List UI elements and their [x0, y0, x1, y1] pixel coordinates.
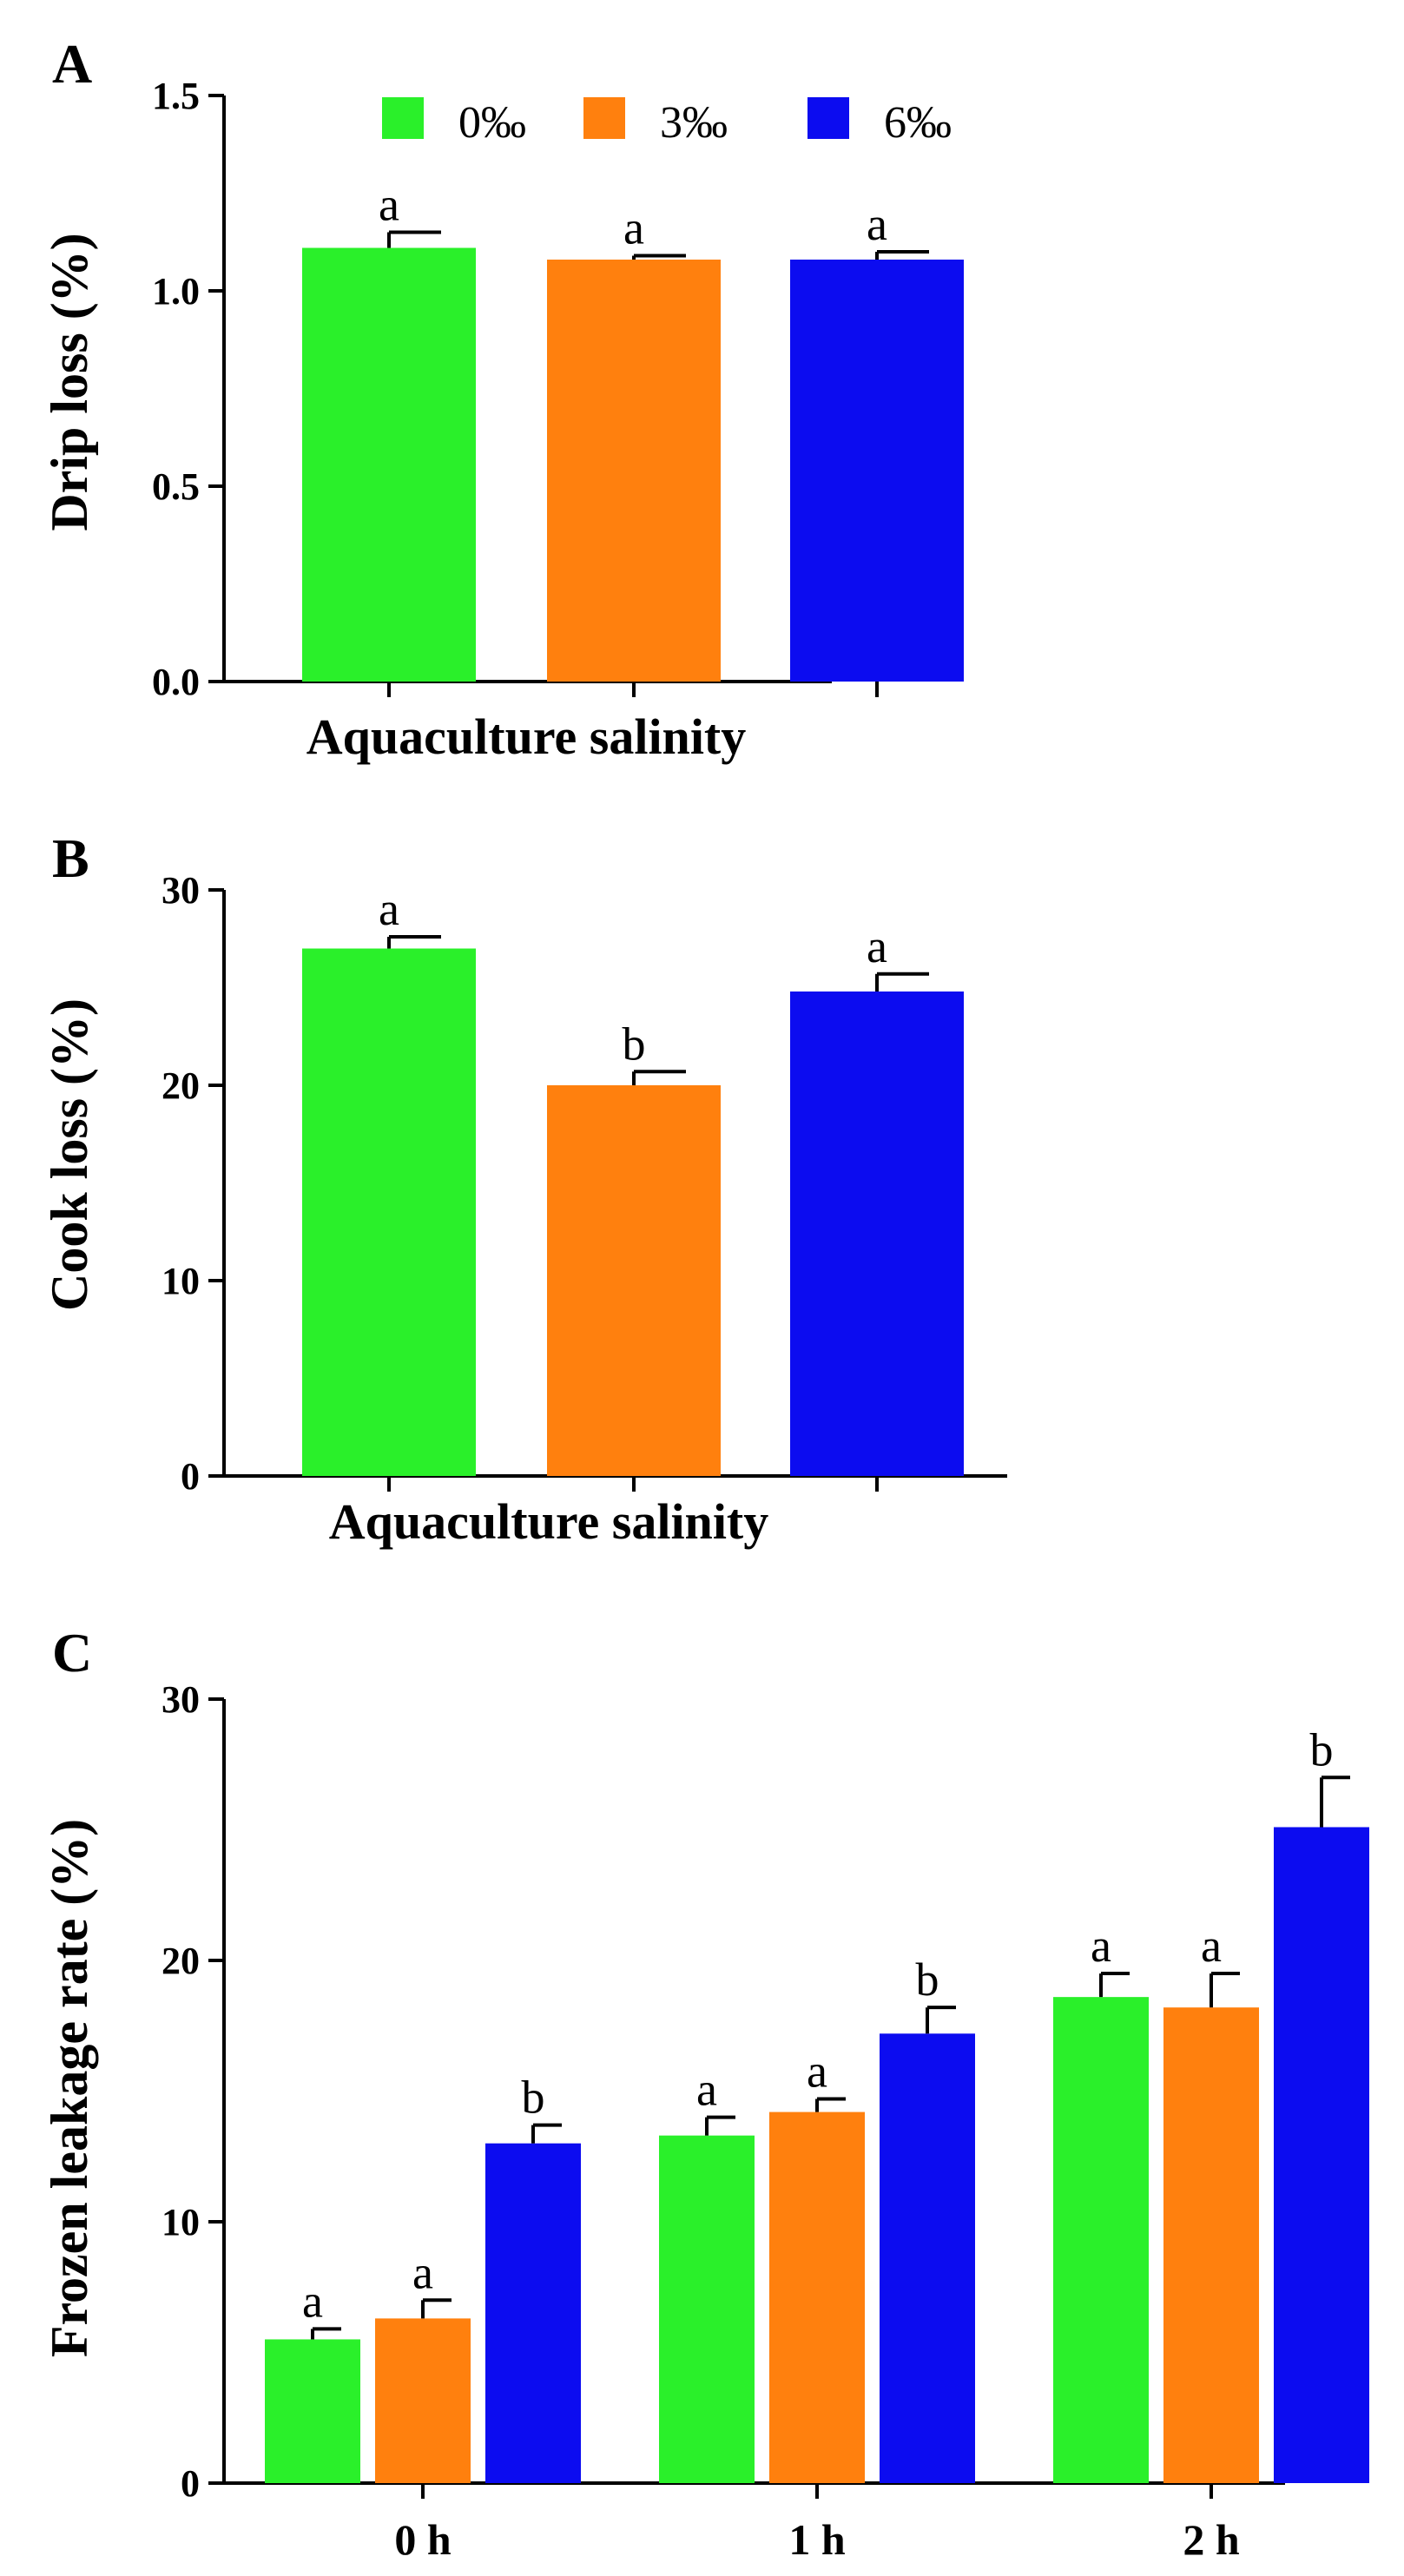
- panel-b-bar: [790, 992, 964, 1476]
- plot-b: 0 10 20 30 a b a: [161, 869, 1007, 1498]
- legend-swatch-6: [807, 97, 849, 139]
- panel-c-bar: [1163, 2007, 1259, 2483]
- plot-c: 0 10 20 30 0 h a a b 1 h a a b 2 h a a b: [161, 1678, 1369, 2564]
- panel-b-xlabel: Aquaculture salinity: [329, 1493, 769, 1550]
- panel-c-significance-label: a: [1201, 1920, 1222, 1972]
- plot-a: 0.0 0.5 1.0 1.5 a a a: [152, 75, 964, 703]
- panel-c-bar: [769, 2112, 865, 2483]
- panel-c-bar: [1053, 1997, 1149, 2483]
- panel-c-category-label: 1 h: [788, 2515, 846, 2564]
- legend: 0‰ 3‰ 6‰: [382, 97, 952, 148]
- legend-swatch-0: [382, 97, 424, 139]
- panel-b-significance-label: a: [379, 883, 399, 935]
- panel-a-bar: [302, 247, 476, 682]
- panel-b-bar: [547, 1085, 721, 1476]
- panel-a-xlabel: Aquaculture salinity: [307, 708, 747, 765]
- panel-c-bar: [485, 2143, 581, 2483]
- panel-c-significance-label: a: [807, 2046, 827, 2098]
- legend-label-0: 0‰: [458, 98, 526, 148]
- panel-c: C 0 10 20 30 0 h a a b 1 h a a b 2 h a a b Frozen leaka…: [41, 1622, 1369, 2564]
- panel-a-y-tick-label: 0.5: [152, 465, 200, 508]
- panel-b-y-tick-label: 10: [161, 1260, 200, 1302]
- panel-c-bar: [659, 2135, 755, 2483]
- panel-c-letter: C: [52, 1622, 92, 1683]
- panel-c-significance-label: a: [696, 2064, 717, 2116]
- panel-c-significance-label: a: [302, 2275, 323, 2327]
- panel-c-significance-label: a: [1091, 1920, 1111, 1972]
- panel-a-significance-label: a: [623, 202, 644, 254]
- panel-c-y-tick-label: 0: [181, 2462, 200, 2505]
- panel-b: B 0 10 20 30 a b a Aquaculture salinity Cook l…: [41, 827, 1007, 1550]
- panel-c-ylabel: Frozen leakage rate (%): [41, 1819, 98, 2357]
- panel-a-y-tick-label: 0.0: [152, 661, 200, 703]
- panel-a-y-tick-label: 1.0: [152, 270, 200, 313]
- panel-c-significance-label: a: [412, 2246, 433, 2298]
- panel-b-significance-label: b: [623, 1018, 646, 1070]
- legend-swatch-3: [583, 97, 625, 139]
- panel-c-bar: [375, 2318, 471, 2483]
- panel-a-y-tick-label: 1.5: [152, 75, 200, 117]
- panel-c-bar: [1274, 1827, 1369, 2483]
- panel-b-significance-label: a: [867, 920, 887, 972]
- panel-c-significance-label: b: [1310, 1723, 1334, 1776]
- panel-c-significance-label: b: [522, 2072, 545, 2124]
- legend-label-3: 3‰: [660, 98, 728, 148]
- panel-a: A 0‰ 3‰ 6‰ 0.0 0.5 1.0 1.5 a a a Aquaculture s…: [41, 33, 964, 765]
- panel-c-y-tick-label: 10: [161, 2201, 200, 2243]
- panel-a-significance-label: a: [379, 179, 399, 231]
- legend-label-6: 6‰: [884, 98, 952, 148]
- panel-b-y-tick-label: 30: [161, 869, 200, 912]
- panel-c-y-tick-label: 30: [161, 1678, 200, 1721]
- panel-c-y-tick-label: 20: [161, 1940, 200, 1982]
- panel-b-y-tick-label: 20: [161, 1064, 200, 1107]
- panel-b-letter: B: [52, 827, 89, 889]
- panel-a-significance-label: a: [867, 198, 887, 250]
- panel-b-ylabel: Cook loss (%): [41, 998, 98, 1311]
- panel-a-letter: A: [52, 33, 92, 95]
- panel-c-bar: [880, 2033, 975, 2483]
- panel-a-bar: [547, 260, 721, 682]
- panel-b-y-tick-label: 0: [181, 1455, 200, 1498]
- panel-b-bar: [302, 948, 476, 1476]
- panel-c-significance-label: b: [916, 1953, 939, 2006]
- panel-a-bar: [790, 260, 964, 682]
- panel-c-category-label: 2 h: [1183, 2515, 1240, 2564]
- panel-c-bar: [265, 2339, 360, 2483]
- panel-a-ylabel: Drip loss (%): [41, 233, 98, 530]
- panel-c-category-label: 0 h: [394, 2515, 452, 2564]
